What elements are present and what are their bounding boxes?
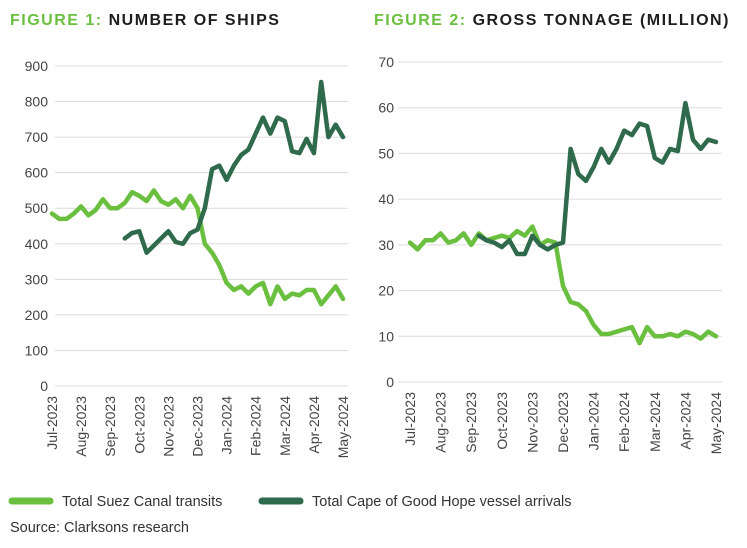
figure-label: FIGURE 2: bbox=[374, 12, 467, 29]
x-tick-label: Oct-2023 bbox=[131, 396, 147, 454]
series-line bbox=[407, 224, 719, 346]
x-tick-label: Dec-2023 bbox=[555, 392, 571, 453]
y-tick-label: 60 bbox=[378, 100, 394, 116]
x-tick-label: Dec-2023 bbox=[190, 396, 206, 457]
source: Source: Clarksons research bbox=[10, 520, 189, 536]
y-tick-label: 0 bbox=[386, 374, 394, 390]
legend-label: Total Cape of Good Hope vessel arrivals bbox=[312, 494, 572, 510]
x-tick-label: Mar-2024 bbox=[277, 396, 293, 456]
chart-title: FIGURE 2: GROSS TONNAGE (MILLION) bbox=[374, 12, 730, 29]
y-tick-label: 800 bbox=[25, 94, 49, 110]
x-tick-label: Jan-2024 bbox=[219, 396, 235, 455]
y-tick-label: 70 bbox=[378, 54, 394, 70]
x-tick-label: Mar-2024 bbox=[647, 392, 663, 452]
x-tick-label: Apr-2024 bbox=[306, 396, 322, 454]
y-tick-label: 50 bbox=[378, 145, 394, 161]
x-tick-label: May-2024 bbox=[708, 392, 724, 454]
y-tick-label: 10 bbox=[378, 328, 394, 344]
x-tick-label: Sep-2023 bbox=[463, 392, 479, 453]
x-tick-label: Aug-2023 bbox=[73, 396, 89, 457]
x-tick-label: Jul-2023 bbox=[402, 392, 418, 446]
y-tick-label: 700 bbox=[25, 129, 49, 145]
series-line bbox=[476, 100, 719, 257]
y-tick-label: 400 bbox=[25, 236, 49, 252]
series-line bbox=[49, 188, 346, 307]
title-text: GROSS TONNAGE (MILLION) bbox=[473, 12, 730, 29]
x-tick-label: Feb-2024 bbox=[616, 392, 632, 452]
y-tick-label: 300 bbox=[25, 271, 49, 287]
x-tick-label: Aug-2023 bbox=[433, 392, 449, 453]
y-tick-label: 500 bbox=[25, 200, 49, 216]
x-tick-label: Nov-2023 bbox=[160, 396, 176, 457]
y-tick-label: 0 bbox=[40, 378, 48, 394]
x-tick-label: Jul-2023 bbox=[44, 396, 60, 450]
x-tick-label: Sep-2023 bbox=[102, 396, 118, 457]
y-tick-label: 40 bbox=[378, 191, 394, 207]
x-tick-label: Jan-2024 bbox=[586, 392, 602, 451]
y-tick-label: 20 bbox=[378, 283, 394, 299]
x-tick-label: Apr-2024 bbox=[677, 392, 693, 450]
y-tick-label: 600 bbox=[25, 165, 49, 181]
y-tick-label: 30 bbox=[378, 237, 394, 253]
y-tick-label: 200 bbox=[25, 307, 49, 323]
title-text: NUMBER OF SHIPS bbox=[109, 12, 281, 29]
y-tick-label: 100 bbox=[25, 342, 49, 358]
y-tick-label: 900 bbox=[25, 58, 49, 74]
series-line bbox=[122, 79, 346, 255]
x-tick-label: Feb-2024 bbox=[248, 396, 264, 456]
figure-label: FIGURE 1: bbox=[10, 12, 103, 29]
x-tick-label: Nov-2023 bbox=[524, 392, 540, 453]
x-tick-label: May-2024 bbox=[335, 396, 351, 458]
x-tick-label: Oct-2023 bbox=[494, 392, 510, 450]
chart-title: FIGURE 1: NUMBER OF SHIPS bbox=[10, 12, 280, 29]
legend-label: Total Suez Canal transits bbox=[62, 494, 222, 510]
